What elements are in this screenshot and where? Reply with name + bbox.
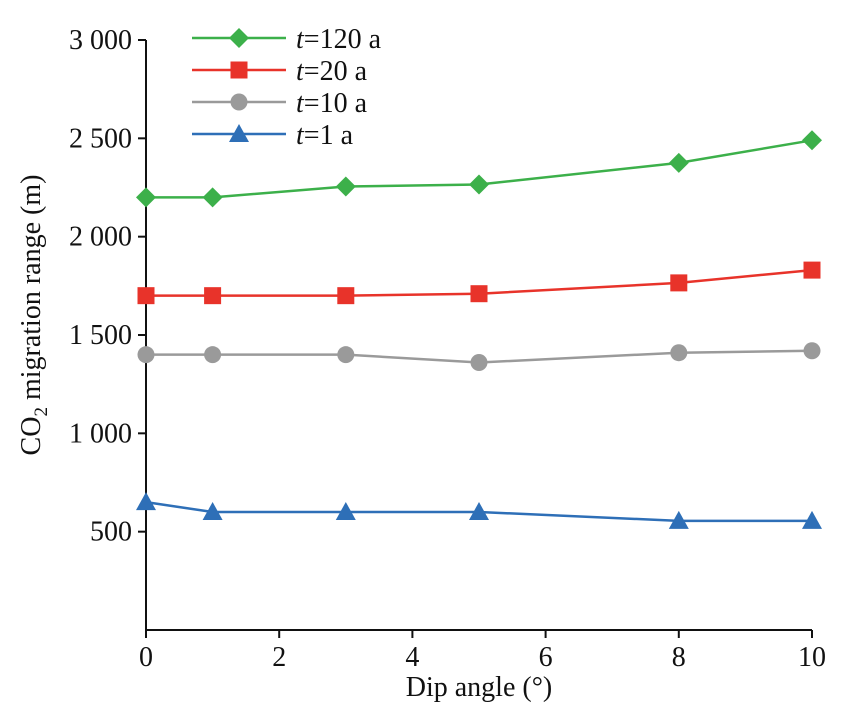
legend-label: t=1 a: [296, 120, 354, 151]
data-point: [337, 346, 355, 364]
y-tick-label: 1 000: [69, 418, 132, 449]
data-point: [668, 152, 689, 173]
x-axis-title: Dip angle (°): [406, 672, 552, 703]
y-axis-title-suffix: migration range (m): [16, 175, 47, 407]
y-axis-title-prefix: CO: [16, 417, 47, 456]
legend: t=120 at=20 at=10 at=1 a: [192, 24, 382, 151]
data-point: [802, 130, 822, 151]
data-point: [136, 492, 156, 511]
y-axis-title: CO2 migration range (m): [16, 175, 52, 456]
legend-entry: t=120 a: [192, 24, 382, 55]
axes: 500 1 000 1 500 2 000 2 500 3 000 0 2 4 6 8 10: [69, 25, 826, 673]
legend-marker: [229, 28, 249, 48]
data-point: [803, 261, 821, 279]
data-point: [802, 510, 822, 529]
legend-label: t=10 a: [296, 88, 368, 119]
legend-label-variable: t: [296, 24, 305, 55]
data-point: [470, 354, 488, 372]
y-tick-label: 2 500: [69, 123, 132, 154]
data-point: [202, 187, 223, 208]
y-tick-label: 2 000: [69, 222, 132, 253]
series-0: [136, 130, 822, 208]
data-point: [803, 342, 821, 360]
x-tick-label: 0: [139, 642, 153, 673]
legend-marker: [230, 93, 248, 111]
legend-label: t=120 a: [296, 24, 382, 55]
y-tick-label: 500: [90, 517, 132, 548]
series-3: [136, 492, 822, 529]
series-layer: [136, 130, 822, 529]
data-point: [668, 510, 689, 529]
data-point: [670, 344, 688, 362]
legend-label-variable: t: [296, 120, 305, 151]
data-point: [470, 285, 488, 303]
legend-entry: t=1 a: [192, 120, 354, 151]
series-line: [146, 349, 813, 364]
legend-marker: [229, 124, 249, 142]
data-point: [204, 346, 222, 364]
legend-entry: t=20 a: [192, 56, 368, 87]
x-tick-label: 8: [672, 642, 686, 673]
legend-entry: t=10 a: [192, 88, 368, 119]
series-line: [145, 500, 812, 523]
data-point: [137, 287, 155, 305]
legend-label-value: =20 a: [304, 56, 368, 87]
y-axis-title-subscript: 2: [31, 407, 52, 417]
x-tick-label: 6: [539, 642, 553, 673]
legend-label-value: =120 a: [304, 24, 382, 55]
legend-label-value: =1 a: [304, 120, 354, 151]
data-point: [469, 174, 489, 195]
legend-label: t=20 a: [296, 56, 368, 87]
series-1: [137, 261, 821, 305]
data-point: [204, 287, 222, 305]
data-point: [469, 502, 489, 520]
series-line: [146, 139, 813, 199]
legend-marker: [230, 61, 248, 79]
legend-label-variable: t: [296, 56, 305, 87]
data-point: [335, 502, 356, 520]
data-point: [337, 287, 355, 305]
data-point: [202, 502, 223, 520]
data-point: [137, 346, 155, 364]
x-tick-label: 10: [798, 642, 826, 673]
x-tick-label: 4: [405, 642, 419, 673]
series-line: [146, 268, 813, 297]
legend-label-value: =10 a: [304, 88, 368, 119]
legend-label-variable: t: [296, 88, 305, 119]
data-point: [670, 274, 688, 292]
data-point: [136, 187, 156, 208]
series-2: [137, 342, 821, 372]
x-tick-label: 2: [272, 642, 286, 673]
data-point: [335, 176, 356, 197]
y-tick-label: 3 000: [69, 25, 132, 56]
y-tick-label: 1 500: [69, 320, 132, 351]
